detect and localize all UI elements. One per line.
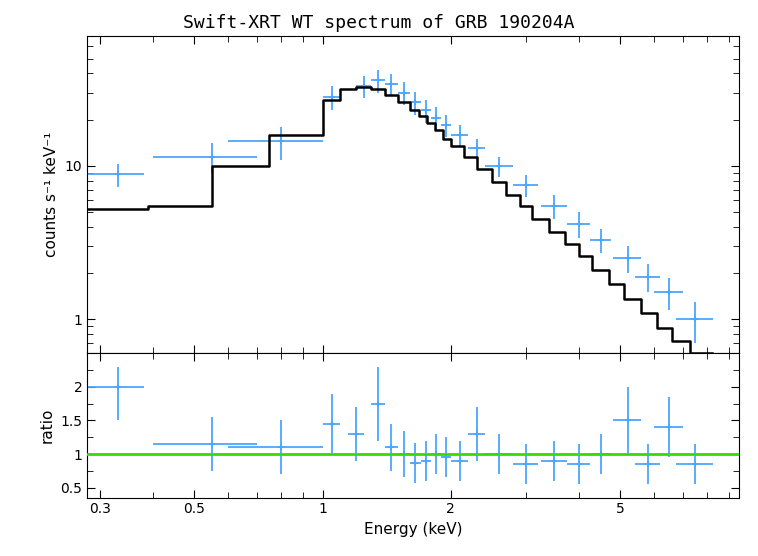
Y-axis label: counts s⁻¹ keV⁻¹: counts s⁻¹ keV⁻¹: [44, 132, 59, 257]
Text: Swift-XRT WT spectrum of GRB 190204A: Swift-XRT WT spectrum of GRB 190204A: [183, 14, 575, 32]
X-axis label: Energy (keV): Energy (keV): [364, 522, 462, 537]
Y-axis label: ratio: ratio: [39, 408, 55, 443]
